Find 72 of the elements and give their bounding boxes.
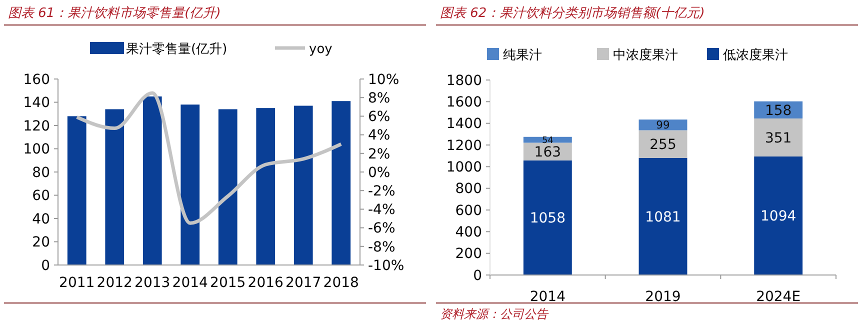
y-tick-label: 1400: [446, 116, 482, 132]
y2-tick-label: 6%: [368, 109, 390, 126]
x-tick-label: 2014: [172, 275, 208, 291]
y-tick-label: 20: [32, 234, 50, 251]
y2-tick-label: -2%: [368, 184, 396, 200]
data-label: 99: [656, 118, 670, 132]
bar: [638, 130, 688, 158]
y2-tick-label: -6%: [368, 220, 396, 237]
y-tick-label: 1800: [446, 72, 482, 89]
bar: [218, 109, 238, 265]
y-tick-label: 600: [455, 202, 482, 219]
y2-tick-label: 2%: [368, 146, 390, 162]
bar: [638, 158, 688, 275]
y-tick-label: 60: [32, 188, 50, 204]
y-tick-label: 40: [32, 211, 50, 228]
x-tick-label: 2017: [286, 275, 322, 291]
x-tick-label: 2013: [134, 275, 170, 291]
y-tick-label: 800: [455, 181, 482, 198]
y-tick-label: 120: [23, 118, 50, 134]
y2-tick-label: 0%: [368, 164, 390, 181]
data-label: 163: [534, 144, 562, 160]
data-label: 351: [764, 130, 792, 146]
x-tick-label: 2024E: [756, 289, 801, 305]
y2-tick-label: -10%: [368, 258, 404, 274]
y-tick-label: 0: [41, 258, 50, 274]
y-tick-label: 100: [23, 142, 50, 158]
y-tick-label: 1000: [446, 160, 482, 176]
legend-label: 纯果汁: [503, 48, 542, 63]
line-series: [75, 91, 343, 225]
x-tick-label: 2011: [59, 275, 95, 291]
y-tick-label: 80: [32, 164, 50, 181]
chart-title: 图表 62：果汁饮料分类别市场销售额(十亿元): [440, 6, 705, 21]
y2-tick-label: 10%: [368, 72, 400, 88]
x-tick-label: 2016: [248, 275, 284, 291]
legend-label: 中浓度果汁: [613, 47, 678, 63]
y2-tick-label: 8%: [368, 90, 390, 106]
y2-tick-label: -4%: [368, 202, 396, 218]
bar: [180, 104, 200, 265]
x-tick-label: 2019: [645, 289, 681, 305]
legend-label: yoy: [309, 42, 333, 57]
x-tick-label: 2015: [210, 275, 246, 291]
y-tick-label: 200: [455, 246, 482, 262]
bar: [105, 109, 124, 265]
y-tick-label: 140: [23, 95, 50, 112]
data-label: 1058: [530, 210, 566, 227]
text: 资料来源：公司公告: [440, 307, 549, 321]
data-label: 1094: [760, 208, 796, 225]
bar: [294, 106, 313, 265]
y-tick-label: 400: [455, 224, 482, 241]
bar: [142, 96, 162, 265]
chart-title: 图表 61：果汁饮料市场零售量(亿升): [8, 6, 221, 21]
y-tick-label: 160: [23, 72, 50, 88]
y-tick-label: 1600: [446, 94, 482, 111]
legend-label: 果汁零售量(亿升): [126, 42, 228, 57]
y-tick-label: 0: [473, 268, 482, 284]
bar: [67, 116, 86, 265]
bar: [332, 101, 351, 265]
bar: [754, 118, 803, 156]
data-label: 158: [764, 102, 792, 119]
y2-tick-label: -8%: [368, 239, 396, 256]
bar: [754, 156, 803, 275]
data-label: 255: [650, 136, 676, 153]
y-tick-label: 1200: [446, 138, 482, 154]
x-tick-label: 2018: [323, 275, 359, 291]
legend-label: 低浓度果汁: [723, 47, 788, 63]
x-tick-label: 2014: [530, 289, 566, 305]
y2-tick-label: 4%: [368, 128, 390, 144]
data-label: 1081: [645, 209, 681, 226]
bar: [256, 108, 276, 265]
x-tick-label: 2012: [96, 275, 132, 291]
bar: [638, 120, 688, 130]
bar: [523, 160, 572, 275]
